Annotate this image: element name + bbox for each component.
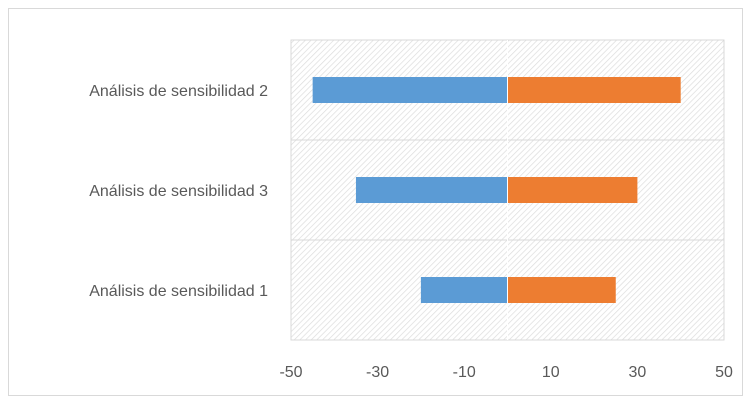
bars (312, 40, 681, 340)
bar-negative-2 (355, 177, 508, 203)
bar-positive-1 (507, 77, 681, 103)
x-tick-label: 30 (629, 364, 647, 381)
category-label: Análisis de sensibilidad 2 (89, 83, 268, 100)
x-tick-labels: -50 -30 -10 10 30 50 (279, 364, 733, 381)
category-labels: Análisis de sensibilidad 2 Análisis de se… (89, 83, 268, 300)
x-tick-label: -10 (453, 364, 476, 381)
bar-negative-1 (312, 77, 508, 103)
category-label: Análisis de sensibilidad 1 (89, 283, 268, 300)
x-tick-label: 10 (542, 364, 560, 381)
x-tick-label: 50 (715, 364, 733, 381)
bar-positive-3 (507, 277, 616, 303)
bar-positive-2 (507, 177, 638, 203)
bar-negative-3 (420, 277, 508, 303)
category-label: Análisis de sensibilidad 3 (89, 183, 268, 200)
x-tick-label: -50 (279, 364, 302, 381)
x-tick-label: -30 (366, 364, 389, 381)
